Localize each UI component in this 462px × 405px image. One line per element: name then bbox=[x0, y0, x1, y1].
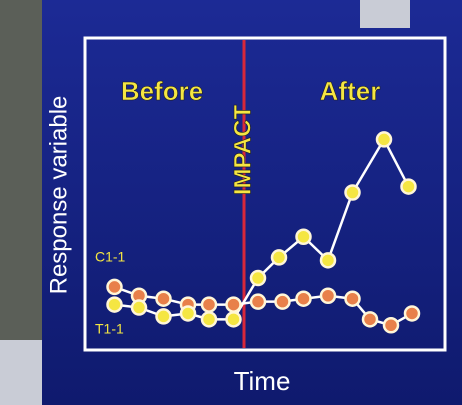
data-point bbox=[377, 132, 391, 146]
data-point bbox=[297, 292, 311, 306]
data-point bbox=[227, 312, 241, 326]
data-point bbox=[346, 186, 360, 200]
series-label: C1-1 bbox=[95, 249, 126, 265]
x-axis-label: Time bbox=[234, 366, 291, 396]
corner-block bbox=[0, 340, 42, 405]
data-point bbox=[276, 295, 290, 309]
data-point bbox=[202, 312, 216, 326]
after-label: After bbox=[320, 76, 381, 106]
data-point bbox=[297, 230, 311, 244]
corner-block bbox=[360, 0, 410, 28]
chart: Time Response variable Before After IMPA… bbox=[0, 0, 462, 405]
data-point bbox=[272, 250, 286, 264]
data-point bbox=[108, 280, 122, 294]
impact-label: IMPACT bbox=[229, 105, 256, 196]
data-point bbox=[402, 180, 416, 194]
data-point bbox=[346, 292, 360, 306]
data-point bbox=[227, 298, 241, 312]
before-label: Before bbox=[121, 76, 203, 106]
series-label: T1-1 bbox=[95, 321, 124, 337]
data-point bbox=[405, 306, 419, 320]
data-point bbox=[132, 301, 146, 315]
y-axis-label: Response variable bbox=[45, 96, 72, 295]
data-point bbox=[157, 292, 171, 306]
data-point bbox=[181, 306, 195, 320]
data-point bbox=[108, 298, 122, 312]
data-point bbox=[157, 309, 171, 323]
data-point bbox=[202, 298, 216, 312]
data-point bbox=[363, 312, 377, 326]
slide-background bbox=[42, 0, 462, 405]
data-point bbox=[251, 271, 265, 285]
data-point bbox=[321, 289, 335, 303]
data-point bbox=[251, 295, 265, 309]
data-point bbox=[321, 253, 335, 267]
data-point bbox=[384, 318, 398, 332]
